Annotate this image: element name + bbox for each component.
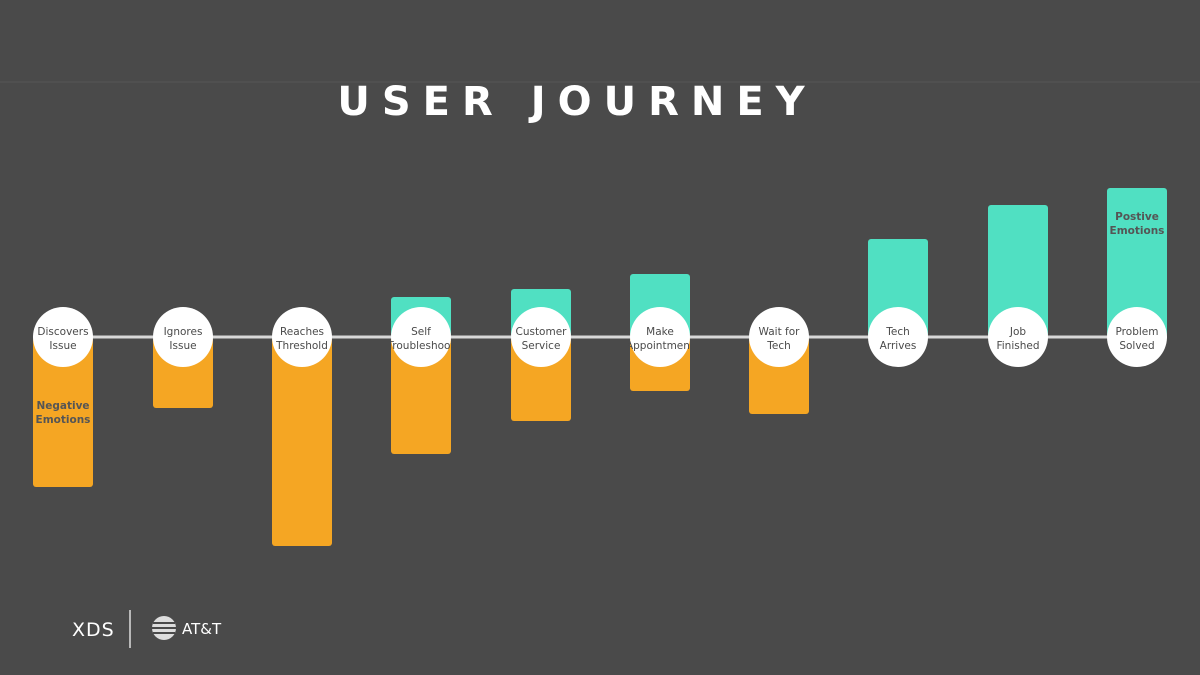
step-label: Job xyxy=(1009,326,1027,338)
brand: XDS xyxy=(72,619,115,641)
step-node xyxy=(272,307,332,367)
step-label: Solved xyxy=(1119,340,1154,352)
step-node xyxy=(511,307,571,367)
slide-title: USER JOURNEY xyxy=(337,79,816,125)
step-label: Issue xyxy=(169,340,196,352)
negative-bar xyxy=(272,337,332,546)
step-label: Make xyxy=(646,326,674,338)
step-node xyxy=(988,307,1048,367)
step-label: Troubleshoot xyxy=(386,340,454,352)
step-label: Appointment xyxy=(626,340,694,352)
negative-bar xyxy=(33,337,93,487)
step-label: Service xyxy=(522,340,561,352)
step-label: Ignores xyxy=(164,326,203,338)
step-node xyxy=(153,307,213,367)
step-label: Reaches xyxy=(280,326,324,338)
step-label: Self xyxy=(411,326,431,338)
company: AT&T xyxy=(182,620,222,638)
att-logo xyxy=(152,616,176,640)
step-label: Tech xyxy=(885,326,910,338)
step-label: Issue xyxy=(49,340,76,352)
step-node xyxy=(868,307,928,367)
positive-label: Postive xyxy=(1115,211,1159,223)
step-label: Wait for xyxy=(759,326,801,338)
step-label: Finished xyxy=(996,340,1039,352)
step-node xyxy=(33,307,93,367)
step-label: Tech xyxy=(766,340,791,352)
step-label: Discovers xyxy=(37,326,88,338)
steps: Discovers Issue Ignores Issue Reaches Thresho… xyxy=(33,307,1167,367)
step-label: Arrives xyxy=(880,340,917,352)
step-node xyxy=(391,307,451,367)
step-label: Customer xyxy=(515,326,567,338)
step-label: Threshold xyxy=(275,340,328,352)
negative-bar xyxy=(391,337,451,454)
negative-label: Emotions xyxy=(36,414,91,426)
positive-bar xyxy=(988,205,1048,337)
step-node xyxy=(749,307,809,367)
step-node xyxy=(1107,307,1167,367)
positive-bar xyxy=(1107,188,1167,337)
negative-label: Negative xyxy=(36,400,89,412)
step-node xyxy=(630,307,690,367)
step-label: Problem xyxy=(1116,326,1159,338)
positive-label: Emotions xyxy=(1110,225,1165,237)
